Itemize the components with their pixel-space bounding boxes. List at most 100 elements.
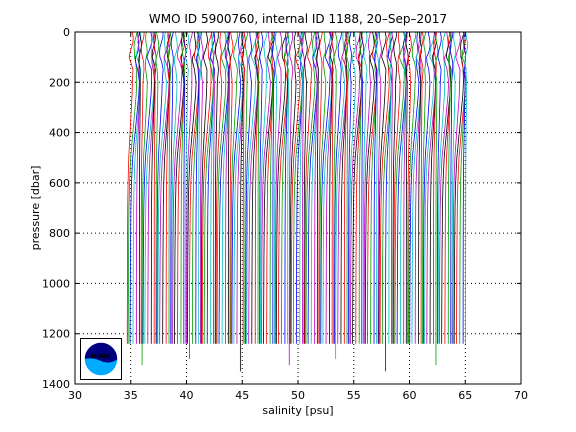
y-tick-label: 1400 xyxy=(42,378,70,391)
profile-line xyxy=(333,31,338,344)
y-tick-label: 400 xyxy=(49,127,70,140)
profile-line xyxy=(355,31,363,344)
profile-line xyxy=(292,31,304,344)
profile-line xyxy=(407,31,412,344)
profile-line xyxy=(180,31,186,344)
profile-line xyxy=(142,31,153,344)
profile-line xyxy=(172,31,183,344)
profile-line xyxy=(155,31,160,344)
profile-line xyxy=(200,31,208,344)
profile-line xyxy=(210,31,215,344)
profile-line xyxy=(370,31,377,344)
profile-line xyxy=(218,31,230,344)
profile-line xyxy=(301,31,305,344)
x-tick-label: 40 xyxy=(180,389,194,402)
profile-line xyxy=(325,31,333,344)
profile-line xyxy=(348,31,357,344)
profile-line xyxy=(453,31,465,344)
profile-line xyxy=(394,31,405,344)
logo-upper-half xyxy=(84,342,118,363)
profile-line xyxy=(225,31,230,344)
profile-line xyxy=(377,31,382,344)
profile-line xyxy=(334,31,343,344)
profile-line xyxy=(136,31,141,344)
profile-line xyxy=(360,31,365,344)
x-tick-label: 35 xyxy=(124,389,138,402)
profile-line xyxy=(362,31,368,344)
x-tick-label: 60 xyxy=(403,389,417,402)
profile-line xyxy=(310,31,319,344)
profile-line xyxy=(227,31,231,344)
profile-line xyxy=(206,31,216,344)
x-tick-label: 65 xyxy=(458,389,472,402)
profile-line xyxy=(216,31,227,344)
profile-line xyxy=(188,31,200,359)
profile-line xyxy=(318,31,323,344)
profile-line xyxy=(303,31,308,344)
noaa-logo-icon: NOAA xyxy=(83,341,119,377)
profile-line xyxy=(214,32,219,344)
profile-line xyxy=(452,31,461,344)
profile-line xyxy=(289,31,297,344)
profile-line xyxy=(138,31,142,344)
profile-line xyxy=(340,31,348,344)
profile-line xyxy=(399,31,407,344)
profile-line xyxy=(231,31,242,344)
profile-line xyxy=(150,31,156,344)
profile-line xyxy=(320,31,331,344)
profile-line xyxy=(396,31,407,344)
profile-line xyxy=(215,31,223,344)
profile-line xyxy=(251,31,259,344)
profile-line xyxy=(408,31,417,344)
y-axis-label: pressure [dbar] xyxy=(29,166,42,251)
profile-line xyxy=(274,31,278,344)
y-tick-label: 1000 xyxy=(42,277,70,290)
profile-line xyxy=(319,32,327,344)
noaa-logo: NOAA xyxy=(80,338,122,380)
profile-line xyxy=(316,31,320,344)
profile-line xyxy=(153,31,157,344)
profile-line xyxy=(221,31,230,344)
profile-line xyxy=(257,31,261,344)
y-tick-label: 200 xyxy=(49,76,70,89)
profile-line xyxy=(305,31,316,344)
profile-line xyxy=(269,31,274,344)
profile-line xyxy=(182,31,187,344)
profile-line xyxy=(433,31,438,344)
profile-line xyxy=(147,31,156,344)
profile-line xyxy=(304,31,313,344)
profile-line xyxy=(447,31,452,344)
profile-line xyxy=(259,31,264,344)
profile-line xyxy=(424,32,435,344)
y-tick-label: 800 xyxy=(49,227,70,240)
profile-line xyxy=(236,31,245,344)
profile-line xyxy=(441,31,452,344)
profiles xyxy=(126,31,468,372)
profile-line xyxy=(422,31,431,344)
logo-ring xyxy=(83,341,119,377)
profile-line xyxy=(388,31,392,344)
profile-line xyxy=(271,31,276,344)
profile-line xyxy=(185,31,189,344)
profile-line xyxy=(385,31,393,372)
profile-line xyxy=(157,31,167,344)
profile-line xyxy=(263,31,274,344)
x-axis: 30 35 40 45 50 55 60 65 70 xyxy=(68,32,528,402)
profile-line xyxy=(411,31,422,344)
profile-line xyxy=(367,31,378,344)
profile-line xyxy=(403,31,408,344)
profile-line xyxy=(378,31,387,344)
x-tick-label: 55 xyxy=(347,389,361,402)
profile-line xyxy=(186,31,193,344)
profile-line xyxy=(170,31,174,344)
profile-line xyxy=(230,31,238,344)
logo-text: NOAA xyxy=(91,353,111,360)
x-tick-label: 50 xyxy=(291,389,305,402)
profile-line xyxy=(299,31,304,344)
profile-line xyxy=(159,31,170,344)
profile-line xyxy=(127,31,138,344)
profile-line xyxy=(462,31,467,344)
profile-line xyxy=(129,31,140,344)
profile-line xyxy=(390,31,394,344)
chart-title: WMO ID 5900760, internal ID 1188, 20–Sep… xyxy=(149,12,447,26)
